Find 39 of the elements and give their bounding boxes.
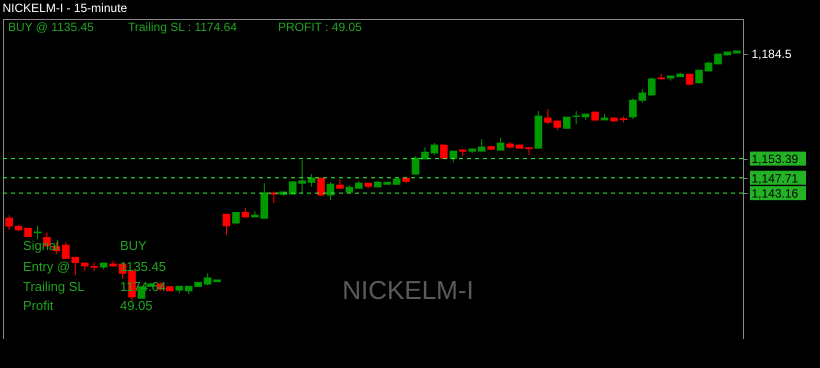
annotation: Trailing SL — [23, 279, 85, 294]
candlestick — [629, 98, 637, 120]
y-tick-label: 1,184.5 — [752, 47, 792, 62]
candlestick — [5, 214, 13, 231]
candlestick — [62, 242, 70, 259]
candlestick — [232, 212, 240, 224]
candlestick — [572, 110, 580, 125]
candlestick — [308, 174, 316, 188]
candlestick — [288, 180, 296, 195]
annotation: PROFIT : 49.05 — [278, 20, 362, 34]
chart-title: NICKELM-I - 15-minute — [2, 1, 128, 15]
annotation: 49.05 — [120, 298, 153, 313]
annotation: Profit — [23, 298, 54, 313]
candlestick — [326, 182, 334, 201]
candlestick — [553, 120, 562, 131]
candlestick — [450, 150, 458, 163]
candlestick — [34, 226, 42, 240]
candlestick — [298, 160, 306, 195]
candlestick — [638, 88, 646, 104]
y-tick-label: 1,143.16 — [752, 186, 799, 201]
candlestick — [686, 74, 694, 86]
candlestick — [544, 108, 552, 125]
candlestick — [440, 144, 448, 159]
candlestick — [71, 256, 80, 276]
candlestick — [222, 214, 230, 236]
candlestick — [317, 178, 325, 197]
candlestick — [562, 116, 571, 129]
candlestick — [478, 138, 486, 152]
candlestick — [204, 272, 212, 286]
y-tick-label: 1,147.71 — [752, 171, 799, 186]
candlestick — [648, 76, 656, 96]
candlestick — [336, 178, 344, 189]
annotation: BUY @ 1135.45 — [8, 20, 94, 34]
candlestick — [496, 138, 504, 151]
annotation: NICKELM-I — [342, 275, 474, 305]
annotation: Entry @ — [23, 259, 70, 274]
annotation: Trailing SL : 1174.64 — [128, 20, 238, 34]
annotation: BUY — [120, 238, 148, 253]
y-tick-label: 1,153.39 — [752, 152, 799, 166]
